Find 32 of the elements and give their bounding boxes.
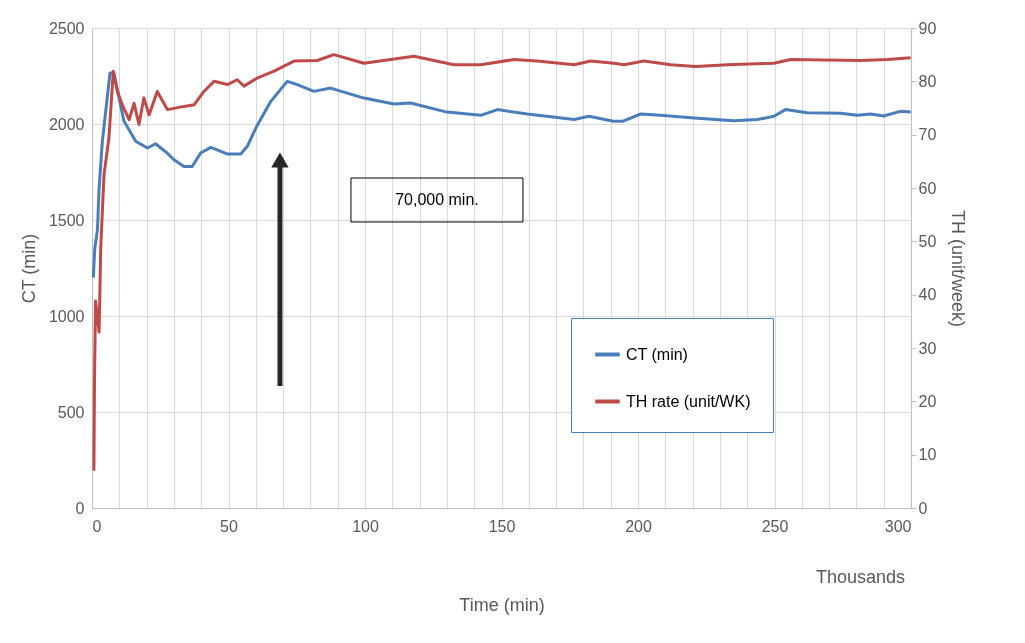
line-series xyxy=(91,71,913,280)
y-tick-label: 2000 xyxy=(48,115,85,133)
y-tick-label: 1000 xyxy=(48,307,85,325)
y2-tick-label: 40 xyxy=(918,286,937,304)
y-tick-label: 1500 xyxy=(48,211,85,229)
line-series xyxy=(92,53,913,473)
y2-tick-label: 20 xyxy=(918,392,937,410)
y2-tick-label: 0 xyxy=(918,499,928,517)
y2-tick-label: 10 xyxy=(918,446,937,464)
y2-tick-label: 60 xyxy=(918,179,937,197)
y-tick-label: 500 xyxy=(57,403,85,421)
y2-axis-title: TH (unit/week) xyxy=(948,209,969,328)
x-tick-label: 0 xyxy=(92,517,102,535)
x-tick-label: 200 xyxy=(625,517,652,535)
y2-tick-label: 90 xyxy=(918,19,937,37)
x-tick-label: 100 xyxy=(352,517,379,535)
y2-tick-label: 30 xyxy=(918,339,937,357)
x-tick-label: 300 xyxy=(884,517,912,535)
x-tick-label: 50 xyxy=(220,517,238,535)
x-tick-label: 250 xyxy=(761,517,789,535)
legend-label: TH rate (unit/WK) xyxy=(626,392,751,410)
y-tick-label: 2500 xyxy=(48,19,85,37)
x-tick-label: 150 xyxy=(488,517,516,535)
y-tick-label: 0 xyxy=(75,499,85,517)
text: Thousands xyxy=(815,567,905,587)
y2-tick-label: 70 xyxy=(918,126,937,144)
x-axis-title: Time (min) xyxy=(459,594,545,615)
legend-label: CT (min) xyxy=(626,345,688,363)
annotation: 70,000 min. xyxy=(395,191,479,208)
y2-tick-label: 50 xyxy=(918,232,937,250)
y2-tick-label: 80 xyxy=(918,72,937,90)
y-axis-title: CT (min) xyxy=(18,233,39,304)
